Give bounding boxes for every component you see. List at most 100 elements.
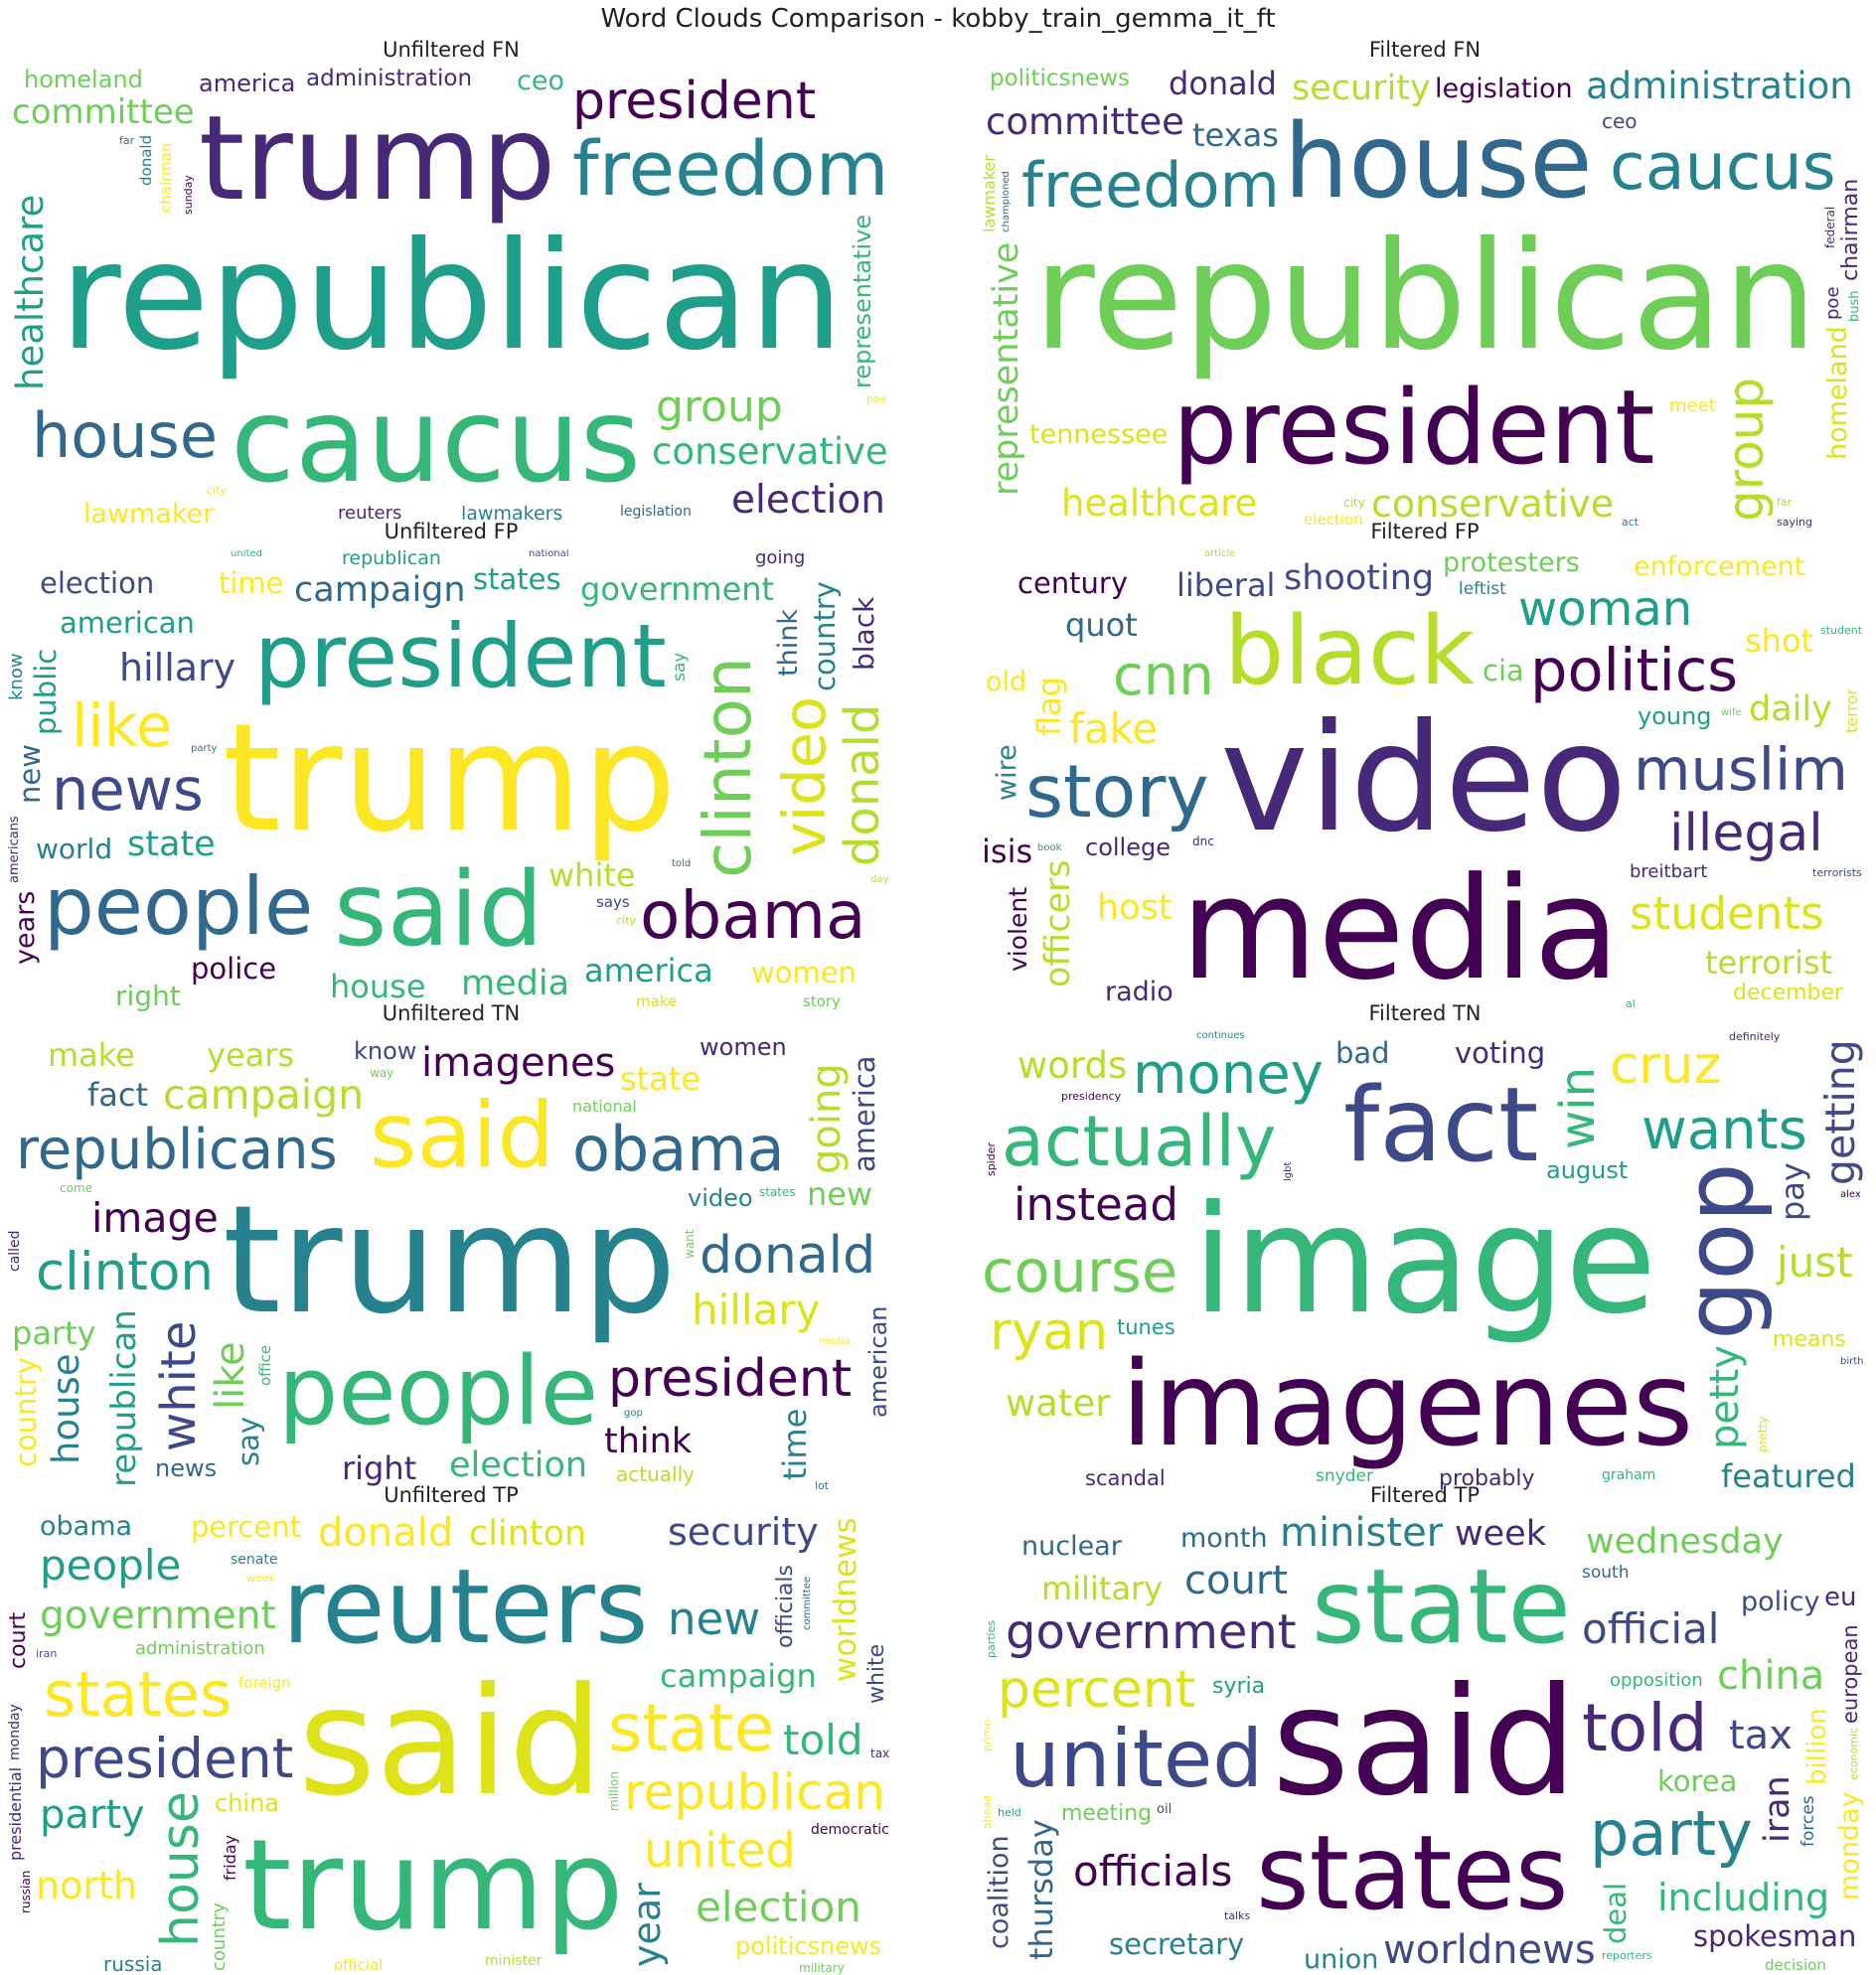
cloud-word-wife: wife — [1721, 707, 1742, 718]
cloud-word-senate: senate — [231, 1552, 278, 1568]
cloud-word-say: say — [232, 1416, 265, 1467]
cloud-word-minister: minister — [485, 1953, 543, 1969]
word-cloud: republican president house freedom caucus con… — [982, 68, 1868, 530]
cloud-word-video: video — [1220, 692, 1628, 865]
cloud-word-far: far — [1777, 496, 1793, 509]
cloud-word-america: america — [848, 1054, 881, 1172]
cloud-word-story: story — [803, 992, 841, 1010]
cloud-word-black: black — [1224, 597, 1476, 706]
cloud-word-just: just — [1777, 1238, 1853, 1287]
cloud-word-thursday: thursday — [1022, 1819, 1060, 1960]
cloud-word-money: money — [1133, 1042, 1324, 1107]
cloud-word-shot: shot — [1745, 622, 1814, 660]
cloud-word-student: student — [1820, 624, 1863, 637]
cloud-word-actually: actually — [1002, 1101, 1277, 1182]
cloud-word-time: time — [219, 566, 284, 600]
cloud-word-court: court — [1184, 1558, 1288, 1603]
word-cloud: image imagenes fact gop actually course wants m… — [982, 1031, 1868, 1493]
cloud-word-representative: representative — [987, 241, 1026, 497]
cloud-word-police: police — [191, 952, 277, 986]
cloud-word-college: college — [1085, 834, 1171, 861]
cloud-word-make: make — [636, 992, 678, 1010]
cloud-word-trump: trump — [223, 692, 677, 865]
cloud-word-legislation: legislation — [1435, 74, 1573, 104]
cloud-word-spider: spider — [985, 1141, 998, 1177]
cloud-word-politicsnews: politicsnews — [990, 68, 1131, 91]
cloud-word-lawmaker: lawmaker — [982, 155, 999, 232]
cloud-word-republican: republican — [104, 1308, 144, 1487]
cloud-word-tax: tax — [870, 1747, 890, 1760]
cloud-word-decision: decision — [1765, 1956, 1826, 1974]
cloud-word-healthcare: healthcare — [1061, 482, 1258, 525]
cloud-word-gop: gop — [1665, 1161, 1775, 1340]
cloud-word-want: want — [683, 1229, 697, 1260]
cloud-word-worldnews: worldnews — [828, 1516, 863, 1682]
panel-title: Filtered TN — [1368, 1001, 1482, 1025]
cloud-word-national: national — [529, 549, 569, 559]
word-cloud: republican caucus trump freedom president con… — [8, 68, 894, 530]
panel-title: Filtered FN — [1368, 38, 1482, 62]
word-cloud-panel-unfiltered-tn: Unfiltered TN trump people said obama republi… — [8, 1001, 894, 1493]
cloud-word-trump: trump — [242, 1812, 624, 1958]
cloud-word-committee: committee — [12, 92, 195, 132]
cloud-word-scandal: scandal — [1085, 1466, 1166, 1490]
cloud-word-election: election — [731, 478, 885, 523]
cloud-word-economic: economic — [1847, 1727, 1860, 1781]
cloud-word-syria: syria — [1212, 1674, 1266, 1699]
panel-title: Unfiltered TN — [382, 1001, 521, 1025]
cloud-word-definitely: definitely — [1729, 1031, 1781, 1043]
cloud-word-group: group — [1717, 377, 1775, 523]
cloud-word-parties: parties — [985, 1619, 998, 1659]
cloud-word-going: going — [755, 549, 806, 568]
cloud-word-radio: radio — [1105, 977, 1173, 1007]
cloud-word-friday: friday — [221, 1834, 239, 1882]
word-cloud: trump said president people clinton obama news… — [8, 549, 894, 1011]
cloud-word-tax: tax — [1729, 1713, 1793, 1758]
cloud-word-republicans: republicans — [16, 1118, 338, 1182]
cloud-word-alex: alex — [1840, 1189, 1861, 1200]
cloud-word-black: black — [848, 596, 880, 672]
cloud-word-freedom: freedom — [572, 124, 889, 213]
cloud-word-office: office — [256, 1344, 274, 1387]
cloud-word-cruz: cruz — [1610, 1035, 1722, 1096]
cloud-word-fake: fake — [1069, 704, 1159, 753]
cloud-word-voting: voting — [1455, 1036, 1546, 1070]
cloud-word-court: court — [8, 1611, 31, 1670]
cloud-word-championed: championed — [1001, 170, 1012, 232]
cloud-word-president: president — [254, 605, 667, 707]
cloud-word-students: students — [1630, 887, 1824, 940]
cloud-word-white: white — [864, 1643, 889, 1705]
cloud-word-years: years — [207, 1036, 295, 1074]
cloud-word-fact: fact — [87, 1076, 149, 1114]
cloud-word-public: public — [29, 648, 63, 736]
panel-title: Filtered TP — [1370, 1483, 1480, 1507]
cloud-word-muslim: muslim — [1634, 735, 1848, 804]
cloud-word-american: american — [864, 1305, 892, 1418]
cloud-word-article: article — [1204, 549, 1236, 559]
cloud-word-breitbart: breitbart — [1630, 861, 1708, 882]
cloud-word-officers: officers — [1038, 858, 1078, 988]
cloud-word-fact: fact — [1343, 1066, 1539, 1185]
cloud-word-lgbt: lgbt — [1283, 1161, 1294, 1182]
cloud-word-opposition: opposition — [1610, 1670, 1703, 1691]
cloud-word-south: south — [1582, 1563, 1630, 1583]
cloud-word-told: told — [672, 858, 692, 869]
word-cloud-panel-filtered-tp: Filtered TP said states state government unit… — [982, 1483, 1868, 1975]
cloud-word-republican: republican — [342, 549, 441, 569]
cloud-word-chairman: chairman — [157, 142, 175, 214]
cloud-word-continues: continues — [1196, 1031, 1245, 1041]
cloud-word-said: said — [1272, 1656, 1577, 1829]
cloud-word-clinton: clinton — [469, 1514, 587, 1554]
cloud-word-come: come — [60, 1181, 93, 1195]
cloud-word-iran: iran — [1758, 1774, 1798, 1843]
cloud-word-government: government — [40, 1594, 276, 1638]
cloud-word-america: america — [199, 70, 296, 97]
cloud-word-national: national — [572, 1097, 637, 1116]
cloud-word-campaign: campaign — [660, 1657, 817, 1695]
cloud-word-video: video — [770, 695, 839, 857]
cloud-word-lawmaker: lawmaker — [83, 499, 215, 530]
cloud-word-said: said — [370, 1084, 555, 1188]
cloud-word-featured: featured — [1721, 1457, 1856, 1493]
cloud-word-americans: americans — [8, 815, 22, 883]
cloud-word-monday: monday — [8, 1703, 23, 1760]
